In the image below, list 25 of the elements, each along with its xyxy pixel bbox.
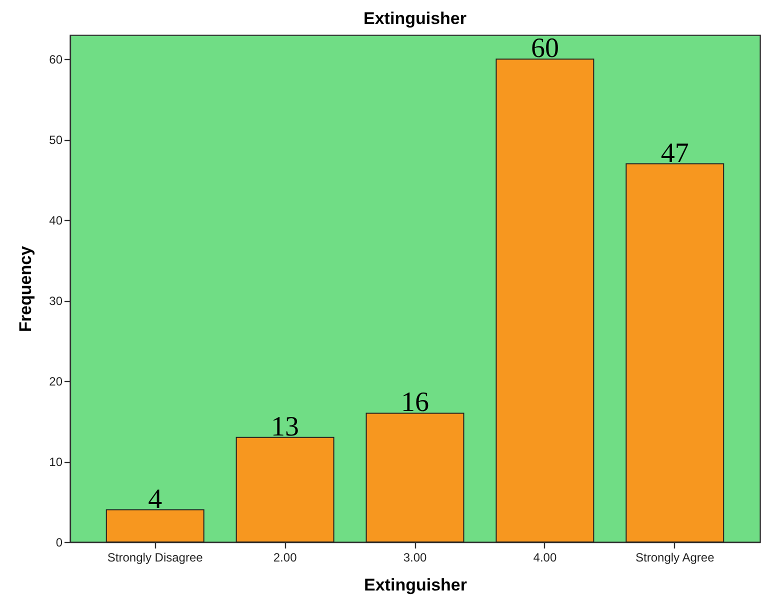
data-label: 4 [148,484,162,515]
y-tick-label: 0 [56,536,63,550]
y-tick-label: 30 [49,294,63,308]
y-tick-label: 40 [49,214,63,228]
bar [106,509,204,542]
bar [236,436,334,542]
x-tick-label: Strongly Disagree [107,550,204,564]
y-tick-label: 60 [49,52,63,67]
data-label: 60 [530,33,559,64]
data-label: 13 [271,411,300,442]
y-tick-label: 20 [49,374,63,389]
x-tick-label: 3.00 [403,550,427,564]
y-tick-label: 10 [49,455,63,470]
bar [366,412,464,542]
x-tick-label: 4.00 [533,550,557,564]
data-label: 47 [660,138,689,169]
x-axis-title: Extinguisher [364,576,468,594]
data-label: 16 [401,387,429,418]
chart-title: Extinguisher [364,9,467,28]
y-axis-title: Frequency [16,245,36,332]
x-tick-label: Strongly Agree [636,550,715,564]
bar [626,163,724,542]
y-tick-label: 50 [49,133,63,148]
bar [496,58,594,542]
x-tick-label: 2.00 [273,550,298,564]
